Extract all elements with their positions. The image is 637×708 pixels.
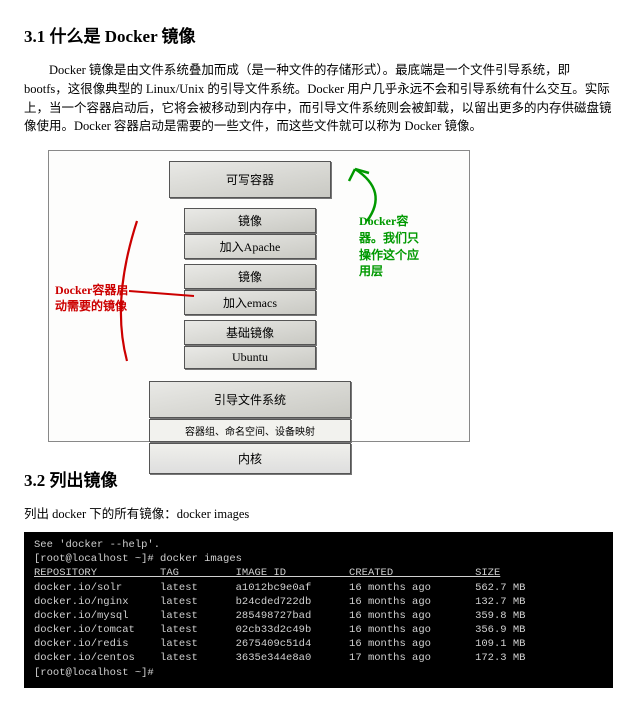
section-title: 什么是 Docker 镜像 bbox=[50, 27, 196, 46]
terminal-output: See 'docker --help'. [root@localhost ~]#… bbox=[24, 532, 613, 688]
annotation-red: Docker容器启动需要的镜像 bbox=[55, 283, 140, 314]
layer-kernel: 内核 bbox=[149, 443, 351, 474]
terminal-prompt-2: [root@localhost ~]# bbox=[34, 667, 154, 679]
terminal-prompt-1: [root@localhost ~]# docker images bbox=[34, 553, 242, 565]
terminal-header: REPOSITORY TAG IMAGE ID CREATED SIZE bbox=[34, 567, 500, 579]
annotation-green: Docker容器。我们只操作这个应用层 bbox=[359, 213, 419, 280]
layer-image1-sub: 加入Apache bbox=[184, 234, 316, 259]
layer-base-sub: Ubuntu bbox=[184, 346, 316, 369]
layer-stack: 可写容器 镜像 加入Apache 镜像 加入emacs 基础镜像 Ubuntu … bbox=[149, 161, 349, 475]
layer-base-top: 基础镜像 bbox=[184, 320, 316, 345]
section2-intro: 列出 docker 下的所有镜像：docker images bbox=[24, 503, 613, 522]
terminal-rows: docker.io/solr latest a1012bc9e0af 16 mo… bbox=[34, 582, 525, 665]
section-number-2: 3.2 bbox=[24, 471, 45, 490]
section-title-2: 列出镜像 bbox=[50, 471, 118, 490]
terminal-help: See 'docker --help'. bbox=[34, 539, 160, 551]
layer-meta: 容器组、命名空间、设备映射 bbox=[149, 419, 351, 442]
layer-image2-top: 镜像 bbox=[184, 264, 316, 289]
layer-image2-sub: 加入emacs bbox=[184, 290, 316, 315]
intro-paragraph: Docker 镜像是由文件系统叠加而成（是一种文件的存储形式）。最底端是一个文件… bbox=[24, 61, 613, 136]
docker-layers-diagram: 可写容器 镜像 加入Apache 镜像 加入emacs 基础镜像 Ubuntu … bbox=[48, 150, 470, 442]
layer-bootfs: 引导文件系统 bbox=[149, 381, 351, 418]
layer-image1-top: 镜像 bbox=[184, 208, 316, 233]
section-number: 3.1 bbox=[24, 27, 45, 46]
layer-writable: 可写容器 bbox=[169, 161, 331, 198]
section-heading-3-1: 3.1 什么是 Docker 镜像 bbox=[24, 22, 613, 47]
